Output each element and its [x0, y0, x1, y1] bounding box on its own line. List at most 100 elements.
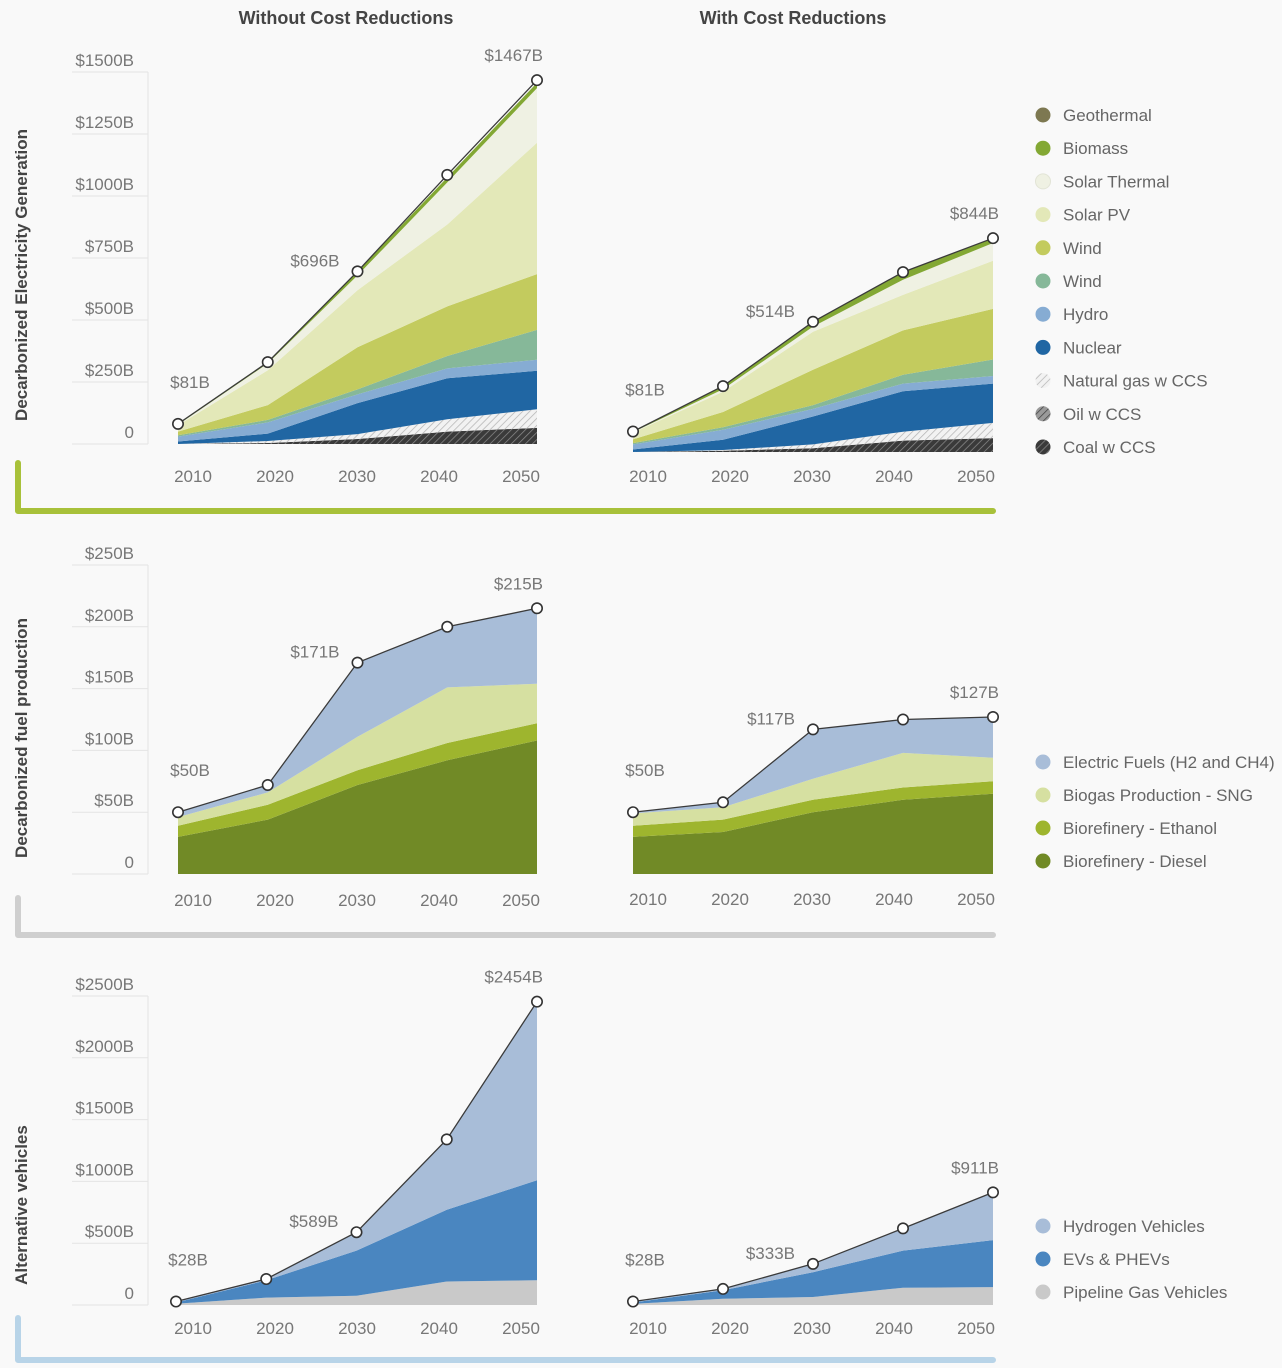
x-tick-label: 2040: [875, 890, 913, 909]
total-annotation: $28B: [625, 1251, 665, 1270]
total-point: [806, 1257, 819, 1270]
total-point: [626, 1295, 639, 1308]
legend-item-biomass: Biomass: [1035, 139, 1128, 158]
total-annotation: $1467B: [484, 46, 543, 65]
y-tick-label: $1000B: [75, 175, 134, 194]
legend-label: Oil w CCS: [1063, 405, 1141, 424]
total-annotation: $81B: [170, 373, 210, 392]
y-tick-label: $150B: [85, 668, 134, 687]
y-tick-label: $100B: [85, 729, 134, 748]
legend-swatch: [1035, 107, 1051, 123]
legend-item-electric-fuels-h2-and-ch4: Electric Fuels (H2 and CH4): [1035, 753, 1275, 772]
x-tick-label: 2010: [629, 1319, 667, 1338]
total-point: [896, 713, 909, 726]
x-tick-label: 2040: [420, 467, 458, 486]
area-hydrogen-vehicles: [633, 1192, 993, 1303]
x-tick-label: 2030: [338, 467, 376, 486]
y-tick-label: $2500B: [75, 975, 134, 994]
chart-decarbonized-fuel-production-without-cost-reductions: $250B $200B $150B $100B $50B 0 $50B $171B $215B 2…: [72, 544, 543, 910]
legend-swatch: [1035, 439, 1051, 455]
area-nuclear: [633, 383, 993, 452]
legend-label: Wind: [1063, 272, 1102, 291]
y-tick-label: $1250B: [75, 113, 134, 132]
total-annotation: $844B: [950, 204, 999, 223]
legend-alternative-vehicles: Hydrogen Vehicles EVs & PHEVs Pipeline Gas…: [1035, 1217, 1227, 1302]
area-hydro: [633, 376, 993, 450]
legend-item-pipeline-gas-vehicles: Pipeline Gas Vehicles: [1035, 1283, 1227, 1302]
total-annotation: $514B: [746, 302, 795, 321]
total-point: [530, 602, 543, 615]
total-point: [260, 1273, 273, 1286]
area-hydrogen-vehicles: [176, 1001, 537, 1303]
total-point: [716, 796, 729, 809]
legend-label: Solar PV: [1063, 206, 1131, 225]
y-tick-label: $500B: [85, 299, 134, 318]
area-biorefinery-diesel: [633, 793, 993, 874]
total-point: [351, 265, 364, 278]
y-tick-label: $250B: [85, 544, 134, 563]
total-annotation: $28B: [168, 1251, 208, 1270]
legend-item-wind: Wind: [1035, 272, 1102, 291]
x-tick-label: 2040: [875, 1319, 913, 1338]
total-point: [986, 711, 999, 724]
total-annotation: $127B: [950, 683, 999, 702]
legend-swatch: [1035, 1218, 1051, 1234]
total-annotation: $50B: [625, 761, 665, 780]
total-point: [806, 723, 819, 736]
legend-label: Nuclear: [1063, 338, 1122, 357]
legend-label: Biorefinery - Diesel: [1063, 852, 1207, 871]
total-point: [261, 356, 274, 369]
x-tick-label: 2050: [957, 1319, 995, 1338]
area-solar-pv: [178, 142, 537, 432]
row-title-vehicles: Alternative vehicles: [12, 1125, 31, 1285]
x-tick-label: 2050: [502, 891, 540, 910]
total-point: [441, 620, 454, 633]
total-annotation: $911B: [951, 1158, 999, 1177]
x-tick-label: 2010: [174, 891, 212, 910]
area-biorefinery-ethanol: [633, 781, 993, 837]
legend-label: Natural gas w CCS: [1063, 372, 1208, 391]
total-annotation: $50B: [170, 761, 210, 780]
x-tick-label: 2020: [711, 890, 749, 909]
total-point: [441, 168, 454, 181]
legend-label: Biogas Production - SNG: [1063, 786, 1253, 805]
legend-label: Pipeline Gas Vehicles: [1063, 1283, 1227, 1302]
row-bracket-fuel: [15, 895, 996, 938]
total-point: [351, 656, 364, 669]
legend-label: EVs & PHEVs: [1063, 1250, 1170, 1269]
x-tick-label: 2010: [629, 467, 667, 486]
total-point: [716, 1282, 729, 1295]
area-solar-thermal: [633, 243, 993, 433]
legend-label: Electric Fuels (H2 and CH4): [1063, 753, 1275, 772]
total-point: [530, 995, 543, 1008]
total-point: [626, 425, 639, 438]
area-coal-w-ccs: [178, 427, 537, 444]
chart-decarbonized-electricity-generation-with-cost-reductions: $81B $514B $844B 2010 2020 2030 2040 2050: [625, 204, 999, 486]
y-tick-label: 0: [125, 1284, 134, 1303]
legend-label: Solar Thermal: [1063, 172, 1169, 191]
area-natural-gas-w-ccs: [178, 409, 537, 444]
legend-item-oil-w-ccs: Oil w CCS: [1035, 405, 1141, 424]
x-tick-label: 2040: [875, 467, 913, 486]
x-tick-label: 2020: [256, 1319, 294, 1338]
x-tick-label: 2030: [338, 891, 376, 910]
area-wind: [178, 274, 537, 436]
legends-layer: Geothermal Biomass Solar Thermal Solar PV Wi…: [1035, 106, 1275, 1302]
total-point: [986, 232, 999, 245]
legend-label: Wind: [1063, 239, 1102, 258]
legend-item-wind: Wind: [1035, 239, 1102, 258]
legend-item-hydro: Hydro: [1035, 305, 1108, 324]
area-coal-w-ccs: [633, 438, 993, 452]
total-point: [806, 315, 819, 328]
area-wind: [633, 308, 993, 444]
total-point: [261, 779, 274, 792]
x-tick-label: 2050: [502, 467, 540, 486]
y-tick-label: 0: [125, 853, 134, 872]
row-bracket-vehicles: [15, 1315, 996, 1363]
area-electric-fuels-h2-and-ch4: [178, 608, 537, 818]
row-title-fuel: Decarbonized fuel production: [12, 618, 31, 858]
chart-decarbonized-fuel-production-with-cost-reductions: $50B $117B $127B 2010 2020 2030 2040 2050: [625, 683, 999, 909]
legend-item-biorefinery-diesel: Biorefinery - Diesel: [1035, 852, 1207, 871]
y-tick-label: $200B: [85, 606, 134, 625]
